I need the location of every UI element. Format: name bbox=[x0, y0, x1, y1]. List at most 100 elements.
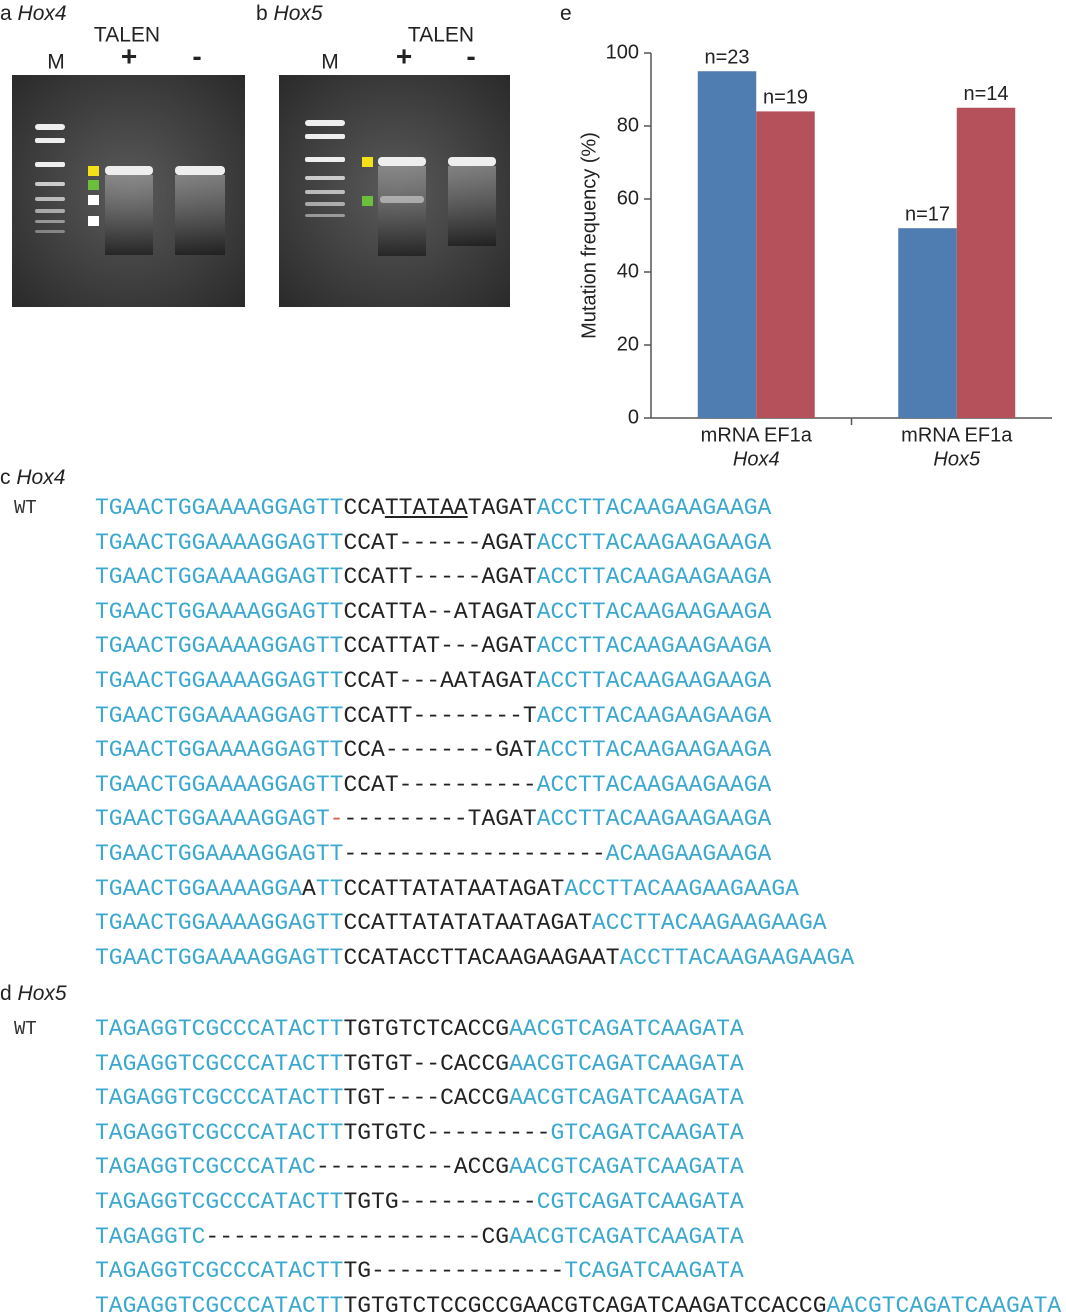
panel-letter: c bbox=[0, 466, 11, 489]
sequence-segment: ACCTTACAAGAAGAAGA bbox=[564, 875, 799, 902]
sequence: TGAACTGGAAAAGGAGTTCCATTATAATAGATACCTTACA… bbox=[95, 493, 771, 523]
sequence-segment: TG-------------- bbox=[343, 1258, 565, 1285]
sequence-segment: CCA--------GAT bbox=[343, 737, 537, 764]
sequence-segment: TGAACTGGAAAAGGAGTT bbox=[95, 841, 344, 867]
sequence-segment: TGT----CACCG bbox=[343, 1085, 510, 1112]
sequence: TAGAGGTCGCCCATACTTTGTGTCTCACCGAACGTCAGAT… bbox=[95, 1014, 744, 1044]
sequence: TAGAGGTCGCCCATAC----------ACCGAACGTCAGAT… bbox=[95, 1152, 744, 1182]
treatment-label: TALEN bbox=[94, 24, 160, 47]
sequence-segment: TGAACTGGAAAAGGAGTT bbox=[95, 944, 344, 971]
sequence-segment: TGTGT--CACCG bbox=[343, 1050, 510, 1077]
sequence-segment: TT bbox=[315, 875, 344, 902]
sequence-segment: CCATT-----AGAT bbox=[343, 564, 537, 591]
sequence-segment: ACCTTACAAGAAGAAGA bbox=[536, 598, 772, 625]
sequence: TAGAGGTCGCCCATACTTTGTGTC---------GTCAGAT… bbox=[95, 1118, 744, 1148]
panel-letter: b bbox=[256, 2, 268, 25]
sequence-segment: CCA bbox=[343, 495, 385, 521]
gel-image-b bbox=[279, 75, 510, 307]
x-tick-gene: Hox4 bbox=[733, 448, 780, 470]
row-label: WT bbox=[14, 1018, 37, 1040]
sequence-segment: ACCTTACAAGAAGAAGA bbox=[536, 702, 772, 729]
sequence-segment: ACCTTACAAGAAGAAGA bbox=[591, 910, 827, 937]
sequence-segment: CCATTAT---AGAT bbox=[343, 633, 537, 660]
sequence-segment: ACCTTACAAGAAGAAGA bbox=[619, 944, 855, 971]
sequence-segment: TAGAGGTCGCCCATACTT bbox=[95, 1016, 344, 1042]
sequence: TGAACTGGAAAAGGAGTTCCATTATATATAATAGATACCT… bbox=[95, 908, 827, 938]
panel-label: d Hox5 bbox=[0, 982, 67, 1006]
sequence: TAGAGGTCGCCCATACTTTGTG----------CGTCAGAT… bbox=[95, 1187, 744, 1217]
x-tick-label: mRNA EF1a bbox=[701, 424, 813, 446]
sequence-segment: ACCTTACAAGAAGAAGA bbox=[536, 737, 772, 764]
sequence-segment: AACGTCAGATCAAGATA bbox=[509, 1223, 744, 1250]
treatment-label: TALEN bbox=[408, 24, 474, 47]
sequence-segment: TGAACTGGAAAAGGAGTT bbox=[95, 598, 344, 625]
marker-label: M bbox=[321, 51, 339, 74]
sequence-segment: TGAACTGGAAAAGGAGTT bbox=[95, 564, 344, 591]
sequence: TAGAGGTCGCCCATACTTTGT----CACCGAACGTCAGAT… bbox=[95, 1083, 744, 1113]
sequence: TGAACTGGAAAAGGAGTTCCATT--------TACCTTACA… bbox=[95, 701, 771, 731]
bar-annotation: n=23 bbox=[704, 47, 749, 69]
sequence-segment: --------------------CG bbox=[205, 1223, 510, 1250]
bar-chart: 0 20 40 60 80 100 Mutation frequency (%) mRNA E… bbox=[578, 41, 1052, 470]
y-tick-label: 60 bbox=[617, 187, 639, 209]
minus-label: - bbox=[192, 40, 201, 71]
sequence: TGAACTGGAAAAGGAGTTCCATTAT---AGATACCTTACA… bbox=[95, 631, 771, 661]
sequence-segment: TGAACTGGAAAAGGA bbox=[95, 875, 303, 902]
sequence-segment: CCATTATATAATAGAT bbox=[343, 875, 565, 902]
sequence: TGAACTGGAAAAGGAGTTCCAT---AATAGATACCTTACA… bbox=[95, 666, 771, 696]
bar-annotation: n=14 bbox=[963, 83, 1008, 105]
sequence-segment: TGAACTGGAAAAGGAGTT bbox=[95, 668, 344, 694]
sequence: TGAACTGGAAAAGGAGTTCCA--------GATACCTTACA… bbox=[95, 735, 771, 765]
sequence-segment: ACCTTACAAGAAGAAGA bbox=[536, 495, 772, 521]
panel-letter: a bbox=[0, 2, 12, 25]
panel-label: a Hox4 bbox=[0, 2, 67, 26]
row-label: WT bbox=[14, 497, 37, 519]
x-tick-gene: Hox5 bbox=[933, 448, 981, 470]
sequence-segment: TGAACTGGAAAAGGAGTT bbox=[95, 495, 344, 521]
sequence-segment: ACCTTACAAGAAGAAGA bbox=[536, 668, 772, 694]
sequence-segment: CCATT--------T bbox=[343, 702, 537, 729]
sequence-segment: CCAT---AATAGAT bbox=[343, 668, 537, 694]
panel-letter: e bbox=[560, 2, 572, 25]
sequence-segment: AACGTCAGATCAAGATA bbox=[509, 1085, 744, 1112]
bar bbox=[898, 228, 957, 418]
gene-name: Hox5 bbox=[17, 982, 67, 1005]
y-tick-label: 40 bbox=[617, 260, 639, 282]
x-tick-label: mRNA EF1a bbox=[901, 424, 1013, 446]
bar-annotation: n=17 bbox=[905, 203, 950, 225]
sequence-segment: AACGTCAGATCAAGATA bbox=[826, 1292, 1062, 1316]
sequence-segment: AACGTCAGATCAAGATA bbox=[509, 1050, 744, 1077]
sequence-segment: TGAACTGGAAAAGGAGTT bbox=[95, 529, 344, 556]
sequence: TGAACTGGAAAAGGAGTTCCAT------AGATACCTTACA… bbox=[95, 528, 771, 558]
sequence: TAGAGGTC--------------------CGAACGTCAGAT… bbox=[95, 1222, 744, 1252]
sequence-segment: TGAACTGGAAAAGGAGTT bbox=[95, 633, 344, 660]
sequence-segment: TGAACTGGAAAAGGAGTT bbox=[95, 771, 344, 798]
sequence-segment: TGAACTGGAAAAGGAGTT bbox=[95, 737, 344, 764]
sequence-segment: TGAACTGGAAAAGGAGTT bbox=[95, 702, 344, 729]
bar bbox=[756, 111, 815, 419]
sequence-segment: ACCTTACAAGAAGAAGA bbox=[536, 564, 772, 591]
sequence-segment: GTCAGATCAAGATA bbox=[550, 1119, 744, 1146]
sequence: TAGAGGTCGCCCATACTTTGTGTCTCCGCCGAACGTCAGA… bbox=[95, 1291, 1061, 1316]
sequence-segment: TGTGTCTCCGCCGAACGTCAGATCAAGATCCACCG bbox=[343, 1292, 827, 1316]
sequence-segment: TAGAGGTCGCCCATACTT bbox=[95, 1085, 344, 1112]
sequence-segment: TGAACTGGAAAAGGAGT bbox=[95, 806, 330, 833]
bar bbox=[697, 71, 757, 418]
panel-label: e bbox=[560, 2, 572, 26]
bar-annotation: n=19 bbox=[763, 87, 808, 109]
gene-name: Hox4 bbox=[16, 466, 66, 489]
sequence-segment: TAGAGGTCGCCCATAC bbox=[95, 1154, 316, 1181]
sequence-segment: TAGAGGTCGCCCATACTT bbox=[95, 1258, 344, 1285]
sequence-segment: ACCTTACAAGAAGAAGA bbox=[536, 529, 772, 556]
sequence-segment: CCAT---------- bbox=[343, 771, 537, 798]
sequence-segment: TGTGTC--------- bbox=[343, 1119, 551, 1146]
sequence-segment: CCATTA--ATAGAT bbox=[343, 598, 537, 625]
sequence-segment: TAGAGGTC bbox=[95, 1223, 206, 1250]
sequence-segment: ACCTTACAAGAAGAAGA bbox=[536, 633, 772, 660]
sequence-segment: TAGAT bbox=[467, 495, 537, 521]
sequence-segment: ---------TAGAT bbox=[343, 806, 537, 833]
y-axis-label: Mutation frequency (%) bbox=[578, 132, 600, 339]
sequence-segment: TTATAA bbox=[384, 495, 468, 521]
minus-label: - bbox=[466, 40, 475, 71]
